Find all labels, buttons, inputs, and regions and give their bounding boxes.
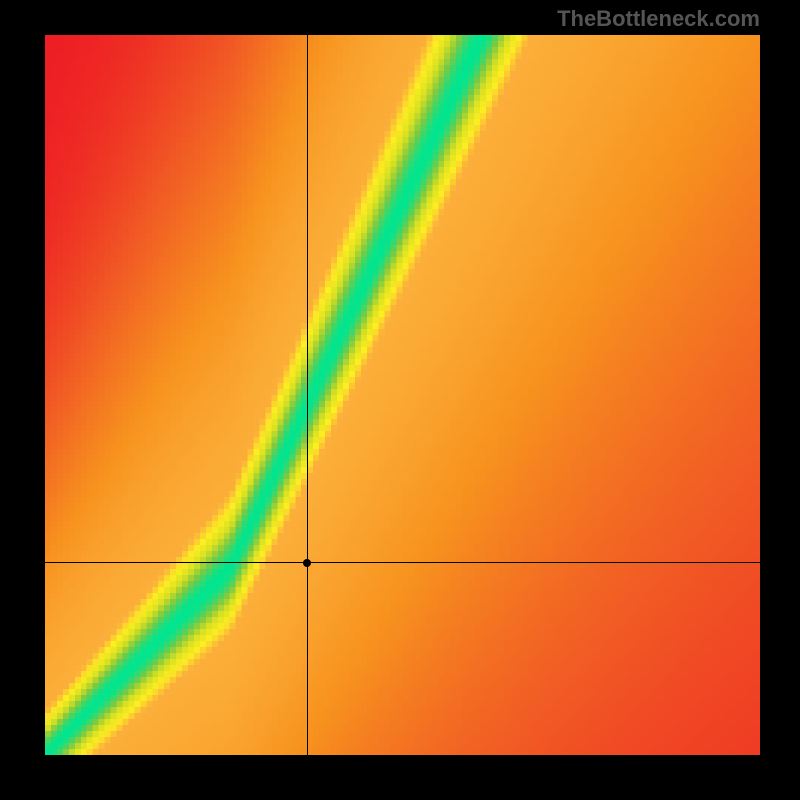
crosshair-vertical: [307, 35, 308, 755]
crosshair-horizontal: [45, 562, 760, 563]
chart-container: TheBottleneck.com: [0, 0, 800, 800]
bottleneck-heatmap: [45, 35, 760, 755]
watermark-text: TheBottleneck.com: [557, 6, 760, 32]
